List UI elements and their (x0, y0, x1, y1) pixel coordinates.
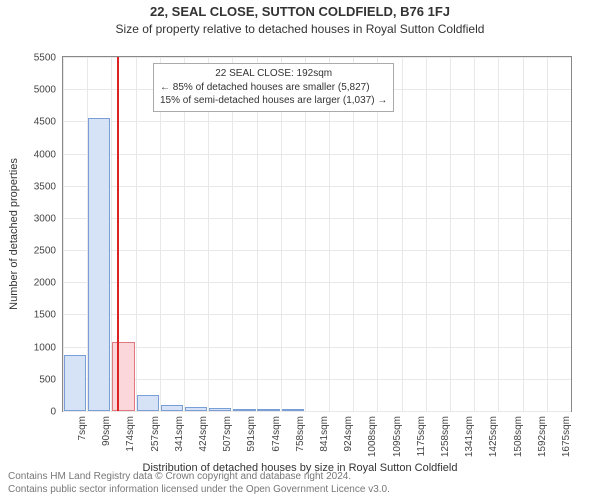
histogram-bar (257, 409, 279, 411)
y-tick-label: 1500 (34, 310, 56, 321)
plot-area: 22 SEAL CLOSE: 192sqm ← 85% of detached … (62, 56, 572, 412)
y-axis-labels: 0500100015002000250030003500400045005000… (0, 56, 60, 412)
y-tick-label: 5500 (34, 53, 56, 64)
y-tick-label: 2000 (34, 278, 56, 289)
histogram-bar (209, 408, 231, 411)
y-tick-label: 4000 (34, 149, 56, 160)
x-tick-label: 924sqm (343, 416, 354, 452)
x-tick-label: 341sqm (174, 416, 185, 452)
histogram-bar (88, 118, 110, 411)
x-tick-label: 758sqm (295, 416, 306, 452)
x-tick-label: 841sqm (319, 416, 330, 452)
histogram-bar (161, 405, 183, 411)
y-tick-label: 2500 (34, 246, 56, 257)
y-tick-label: 3500 (34, 181, 56, 192)
x-tick-label: 1341sqm (464, 416, 475, 457)
reference-vline (117, 57, 119, 411)
x-tick-label: 1258sqm (440, 416, 451, 457)
histogram-bar (64, 355, 86, 411)
x-tick-label: 1008sqm (367, 416, 378, 457)
histogram-bar (233, 409, 255, 411)
x-tick-label: 257sqm (150, 416, 161, 452)
x-tick-label: 174sqm (125, 416, 136, 452)
x-tick-label: 507sqm (222, 416, 233, 452)
x-tick-label: 90sqm (101, 416, 112, 446)
histogram-bar (185, 407, 207, 411)
x-tick-label: 1095sqm (392, 416, 403, 457)
footer-line-2: Contains public sector information licen… (8, 484, 390, 497)
annotation-line-3: 15% of semi-detached houses are larger (… (160, 94, 387, 108)
footer-line-1: Contains HM Land Registry data © Crown c… (8, 471, 390, 484)
chart-title-sub: Size of property relative to detached ho… (0, 22, 600, 36)
x-tick-label: 1508sqm (513, 416, 524, 457)
x-tick-label: 1592sqm (537, 416, 548, 457)
chart-container: 22, SEAL CLOSE, SUTTON COLDFIELD, B76 1F… (0, 0, 600, 500)
footer-attribution: Contains HM Land Registry data © Crown c… (8, 471, 390, 496)
y-tick-label: 4500 (34, 117, 56, 128)
histogram-bar (137, 395, 159, 411)
annotation-line-1: 22 SEAL CLOSE: 192sqm (160, 67, 387, 81)
histogram-bar (112, 342, 134, 412)
y-tick-label: 5000 (34, 85, 56, 96)
x-tick-label: 1425sqm (488, 416, 499, 457)
x-tick-label: 424sqm (198, 416, 209, 452)
x-tick-label: 674sqm (271, 416, 282, 452)
chart-title-address: 22, SEAL CLOSE, SUTTON COLDFIELD, B76 1F… (0, 4, 600, 19)
y-tick-label: 1000 (34, 342, 56, 353)
x-axis-labels: 7sqm 90sqm 174sqm 257sqm 341sqm 424sqm 507sqm 5… (62, 414, 572, 464)
annotation-box: 22 SEAL CLOSE: 192sqm ← 85% of detached … (153, 63, 394, 112)
annotation-line-2: ← 85% of detached houses are smaller (5,… (160, 81, 387, 95)
y-tick-label: 500 (39, 374, 56, 385)
x-tick-label: 591sqm (246, 416, 257, 452)
histogram-bar (282, 409, 304, 411)
x-tick-label: 7sqm (77, 416, 88, 440)
x-tick-label: 1175sqm (416, 416, 427, 456)
y-tick-label: 0 (50, 407, 56, 418)
y-tick-label: 3000 (34, 213, 56, 224)
x-tick-label: 1675sqm (561, 416, 572, 457)
